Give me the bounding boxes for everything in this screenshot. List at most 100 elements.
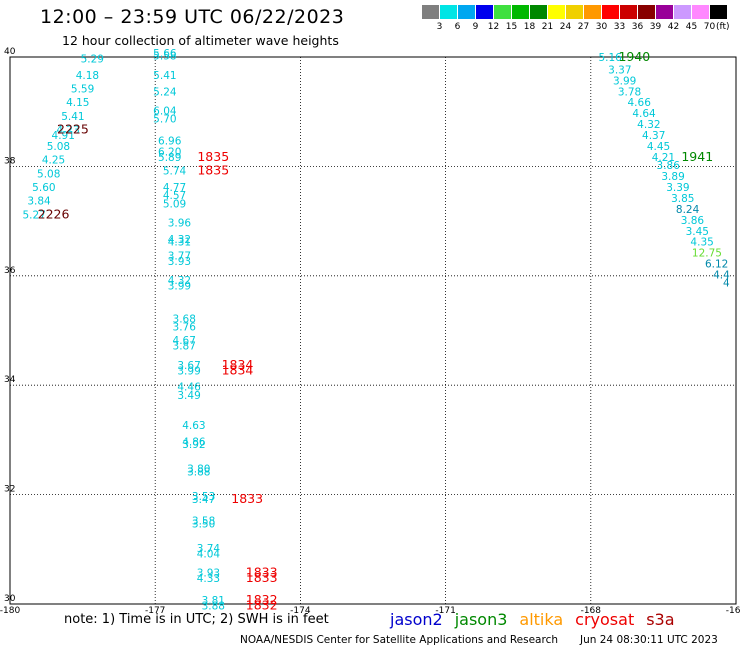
swh-value-label: 3.50 — [192, 518, 215, 530]
x-tick-label: -165 — [726, 606, 740, 616]
swh-value-label: 3.80 — [187, 464, 210, 476]
swh-value-label: 5.60 — [32, 182, 55, 194]
legend-swatch — [458, 5, 475, 19]
swh-value-label: 4.66 — [628, 97, 652, 109]
satellite-s3a: s3a — [646, 610, 675, 629]
legend-label: 30 — [595, 22, 608, 32]
swh-value-label: 5.41 — [153, 70, 176, 82]
swh-value-label: 5.24 — [153, 86, 177, 98]
legend-label: 21 — [541, 22, 554, 32]
y-tick-label: 30 — [4, 594, 16, 604]
x-tick-label: -177 — [145, 606, 165, 616]
legend-swatch — [656, 5, 673, 19]
y-tick-label: 36 — [4, 266, 16, 276]
swh-value-label: 4.15 — [66, 97, 89, 109]
swh-value-label: 4.18 — [76, 70, 99, 82]
swh-value-label: 6.20 — [158, 146, 181, 158]
legend-label: 27 — [577, 22, 590, 32]
legend-label: 70 — [703, 22, 716, 32]
swh-value-label: 4.91 — [52, 130, 75, 142]
swh-value-label: 6.04 — [153, 105, 177, 117]
swh-value-label: 5.41 — [61, 111, 84, 123]
pass-time-label: 1940 — [618, 49, 650, 64]
x-tick-label: -180 — [0, 606, 20, 616]
swh-value-label: 4 — [723, 278, 730, 290]
map-frame — [9, 56, 737, 605]
legend-label: 36 — [631, 22, 644, 32]
legend-swatch — [422, 5, 439, 19]
legend-swatch — [674, 5, 691, 19]
footnote: note: 1) Time is in UTC; 2) SWH is in fe… — [64, 612, 329, 627]
swh-value-label: 5.16 — [598, 52, 622, 64]
legend-label: 12 — [487, 22, 500, 32]
swh-value-label: 3.99 — [613, 75, 636, 87]
legend-swatch — [584, 5, 601, 19]
swh-value-label: 3.99 — [168, 280, 191, 292]
swh-value-label: 4.04 — [197, 549, 221, 561]
swh-value-label: 3.39 — [666, 182, 689, 194]
pass-time-label: 1833 — [231, 491, 263, 506]
legend-swatch — [476, 5, 493, 19]
x-tick-label: -171 — [435, 606, 455, 616]
swh-value-label: 3.78 — [618, 86, 641, 98]
swh-value-label: 5.74 — [163, 166, 187, 178]
swh-value-label: 4.33 — [197, 573, 220, 585]
swh-value-label: 3.92 — [182, 439, 205, 451]
swh-value-label: 3.89 — [661, 171, 684, 183]
legend-swatch — [710, 5, 727, 19]
legend-label: 9 — [472, 22, 479, 32]
swh-value-label: 3.85 — [671, 193, 694, 205]
legend-swatch — [530, 5, 547, 19]
pass-time-label: 1834 — [222, 357, 254, 372]
swh-value-label: 3.45 — [686, 226, 709, 238]
satellite-cryosat: cryosat — [575, 610, 635, 629]
legend-unit: (ft) — [716, 22, 730, 32]
swh-value-label: 3.76 — [173, 322, 197, 334]
swh-value-label: 3.77 — [168, 250, 191, 262]
swh-value-label: 5.27 — [23, 209, 46, 221]
swh-value-label: 3.86 — [681, 215, 705, 227]
swh-value-label: 3.53 — [192, 491, 215, 503]
swh-value-label: 3.99 — [177, 365, 200, 377]
legend-label: 3 — [436, 22, 443, 32]
x-tick-label: -168 — [581, 606, 602, 616]
legend-label: 6 — [454, 22, 461, 32]
swh-value-label: 6.96 — [158, 136, 182, 148]
map-subtitle: 12 hour collection of altimeter wave hei… — [62, 33, 339, 48]
swh-value-label: 3.74 — [197, 543, 221, 555]
swh-value-label: 4.35 — [690, 237, 713, 249]
legend-swatch — [440, 5, 457, 19]
swh-value-label: 5.08 — [37, 168, 60, 180]
x-tick-label: -174 — [290, 606, 311, 616]
swh-value-label: 3.67 — [177, 360, 200, 372]
pass-time-label: 1833 — [246, 570, 278, 585]
swh-value-label: 3.49 — [177, 390, 200, 402]
legend-label: 15 — [505, 22, 518, 32]
legend-label: 45 — [685, 22, 698, 32]
swh-value-label: 4.57 — [163, 190, 186, 202]
swh-value-label: 4.45 — [647, 141, 670, 153]
satellite-legend: jason2 jason3 altika cryosat s3a — [390, 610, 687, 629]
pass-time-label: 2226 — [38, 206, 70, 221]
legend-swatch — [602, 5, 619, 19]
swh-value-label: 3.88 — [187, 466, 210, 478]
pass-time-label: 1832 — [246, 597, 278, 612]
y-tick-label: 34 — [4, 375, 16, 385]
swh-value-label: 5.89 — [158, 152, 181, 164]
legend-swatch — [548, 5, 565, 19]
swh-value-label: 3.84 — [27, 196, 51, 208]
y-tick-label: 40 — [4, 47, 16, 57]
satellite-altika: altika — [519, 610, 564, 629]
swh-value-label: 5.08 — [47, 141, 70, 153]
swh-value-label: 4.31 — [168, 237, 191, 249]
map-title: 12:00 – 23:59 UTC 06/22/2023 — [40, 6, 345, 28]
legend-label: 39 — [649, 22, 662, 32]
swh-value-label: 4.21 — [652, 152, 675, 164]
pass-time-label: 1941 — [681, 149, 713, 164]
footer-timestamp: Jun 24 08:30:11 UTC 2023 — [580, 634, 718, 646]
legend-label: 24 — [559, 22, 572, 32]
swh-value-label: 4.4 — [713, 270, 730, 282]
legend-swatch — [692, 5, 709, 19]
swh-value-label: 4.23 — [56, 125, 79, 137]
swh-value-label: 5.59 — [71, 84, 94, 96]
